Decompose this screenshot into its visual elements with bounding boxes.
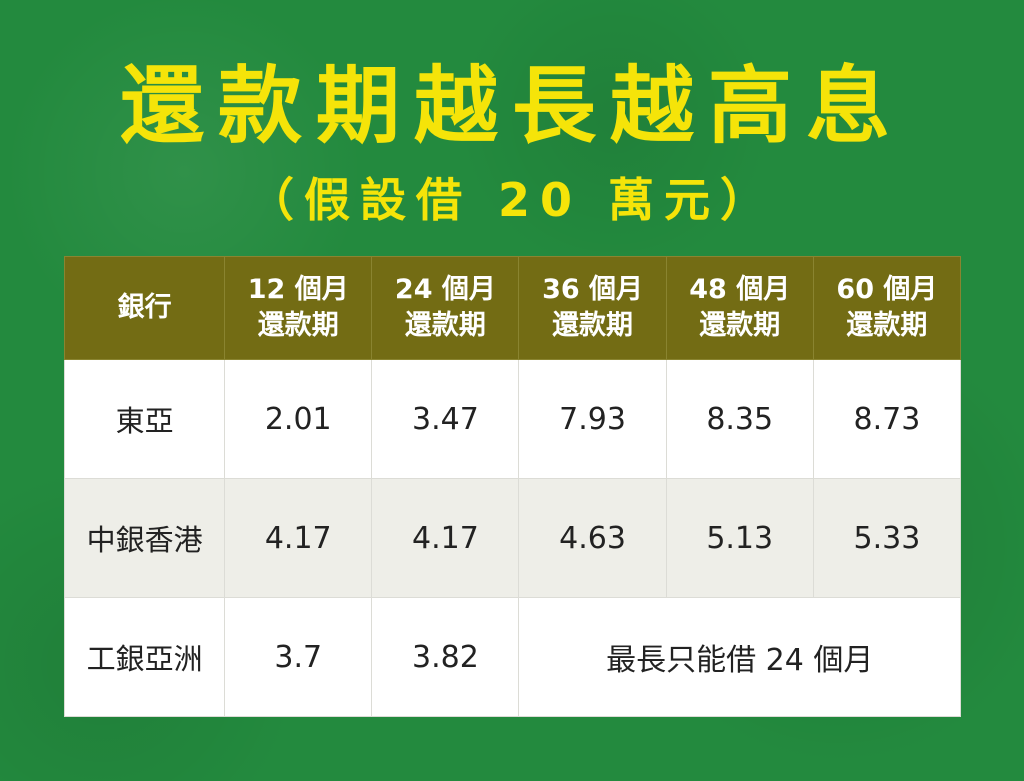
rate-cell: 3.82 (371, 597, 520, 717)
table-header-row: 銀行 12 個月 還款期 24 個月 還款期 36 個月 還款期 48 個月 還… (63, 256, 962, 360)
rate-cell: 3.47 (371, 359, 520, 479)
rate-cell: 4.17 (224, 478, 373, 598)
header-line2: 還款期 (552, 310, 634, 341)
rate-cell: 4.17 (371, 478, 520, 598)
bank-name: 中銀香港 (63, 478, 226, 598)
table-row-boc-hk: 中銀香港 4.17 4.17 4.63 5.13 5.33 (63, 478, 962, 598)
header-line2: 還款期 (257, 310, 339, 341)
rate-cell: 8.73 (812, 359, 962, 479)
header-24-month: 24 個月 還款期 (371, 256, 520, 360)
header-line1: 24 個月 (394, 274, 496, 305)
table-row-bea: 東亞 2.01 3.47 7.93 8.35 8.73 (63, 359, 962, 479)
header-bank: 銀行 (63, 256, 226, 360)
page-title: 還款期越長越高息 (119, 57, 904, 155)
header-line1: 60 個月 (836, 274, 938, 305)
header-line2: 還款期 (846, 310, 928, 341)
rate-cell: 8.35 (665, 359, 814, 479)
max-term-note: 最長只能借 24 個月 (518, 597, 961, 717)
header-60-month: 60 個月 還款期 (812, 256, 962, 360)
rate-cell: 5.13 (665, 478, 814, 598)
header-line1: 12 個月 (247, 274, 349, 305)
bank-name: 東亞 (63, 359, 226, 479)
page-subtitle: （假設借 20 萬元） (247, 173, 777, 227)
rate-cell: 5.33 (812, 478, 962, 598)
header-line2: 還款期 (404, 310, 486, 341)
rate-cell: 7.93 (518, 359, 667, 479)
header-36-month: 36 個月 還款期 (518, 256, 667, 360)
bank-name: 工銀亞洲 (63, 597, 226, 717)
table-row-icbc-asia: 工銀亞洲 3.7 3.82 最長只能借 24 個月 (63, 597, 961, 717)
header-bank-label: 銀行 (117, 292, 172, 323)
loan-rate-table: 銀行 12 個月 還款期 24 個月 還款期 36 個月 還款期 48 個月 還… (63, 256, 962, 717)
rate-cell: 3.7 (224, 597, 373, 717)
header-line2: 還款期 (699, 310, 781, 341)
header-line1: 36 個月 (542, 274, 644, 305)
header-12-month: 12 個月 還款期 (224, 256, 373, 360)
rate-cell: 4.63 (518, 478, 667, 598)
rate-cell: 2.01 (224, 359, 373, 479)
header-48-month: 48 個月 還款期 (665, 256, 814, 360)
header-line1: 48 個月 (689, 274, 791, 305)
